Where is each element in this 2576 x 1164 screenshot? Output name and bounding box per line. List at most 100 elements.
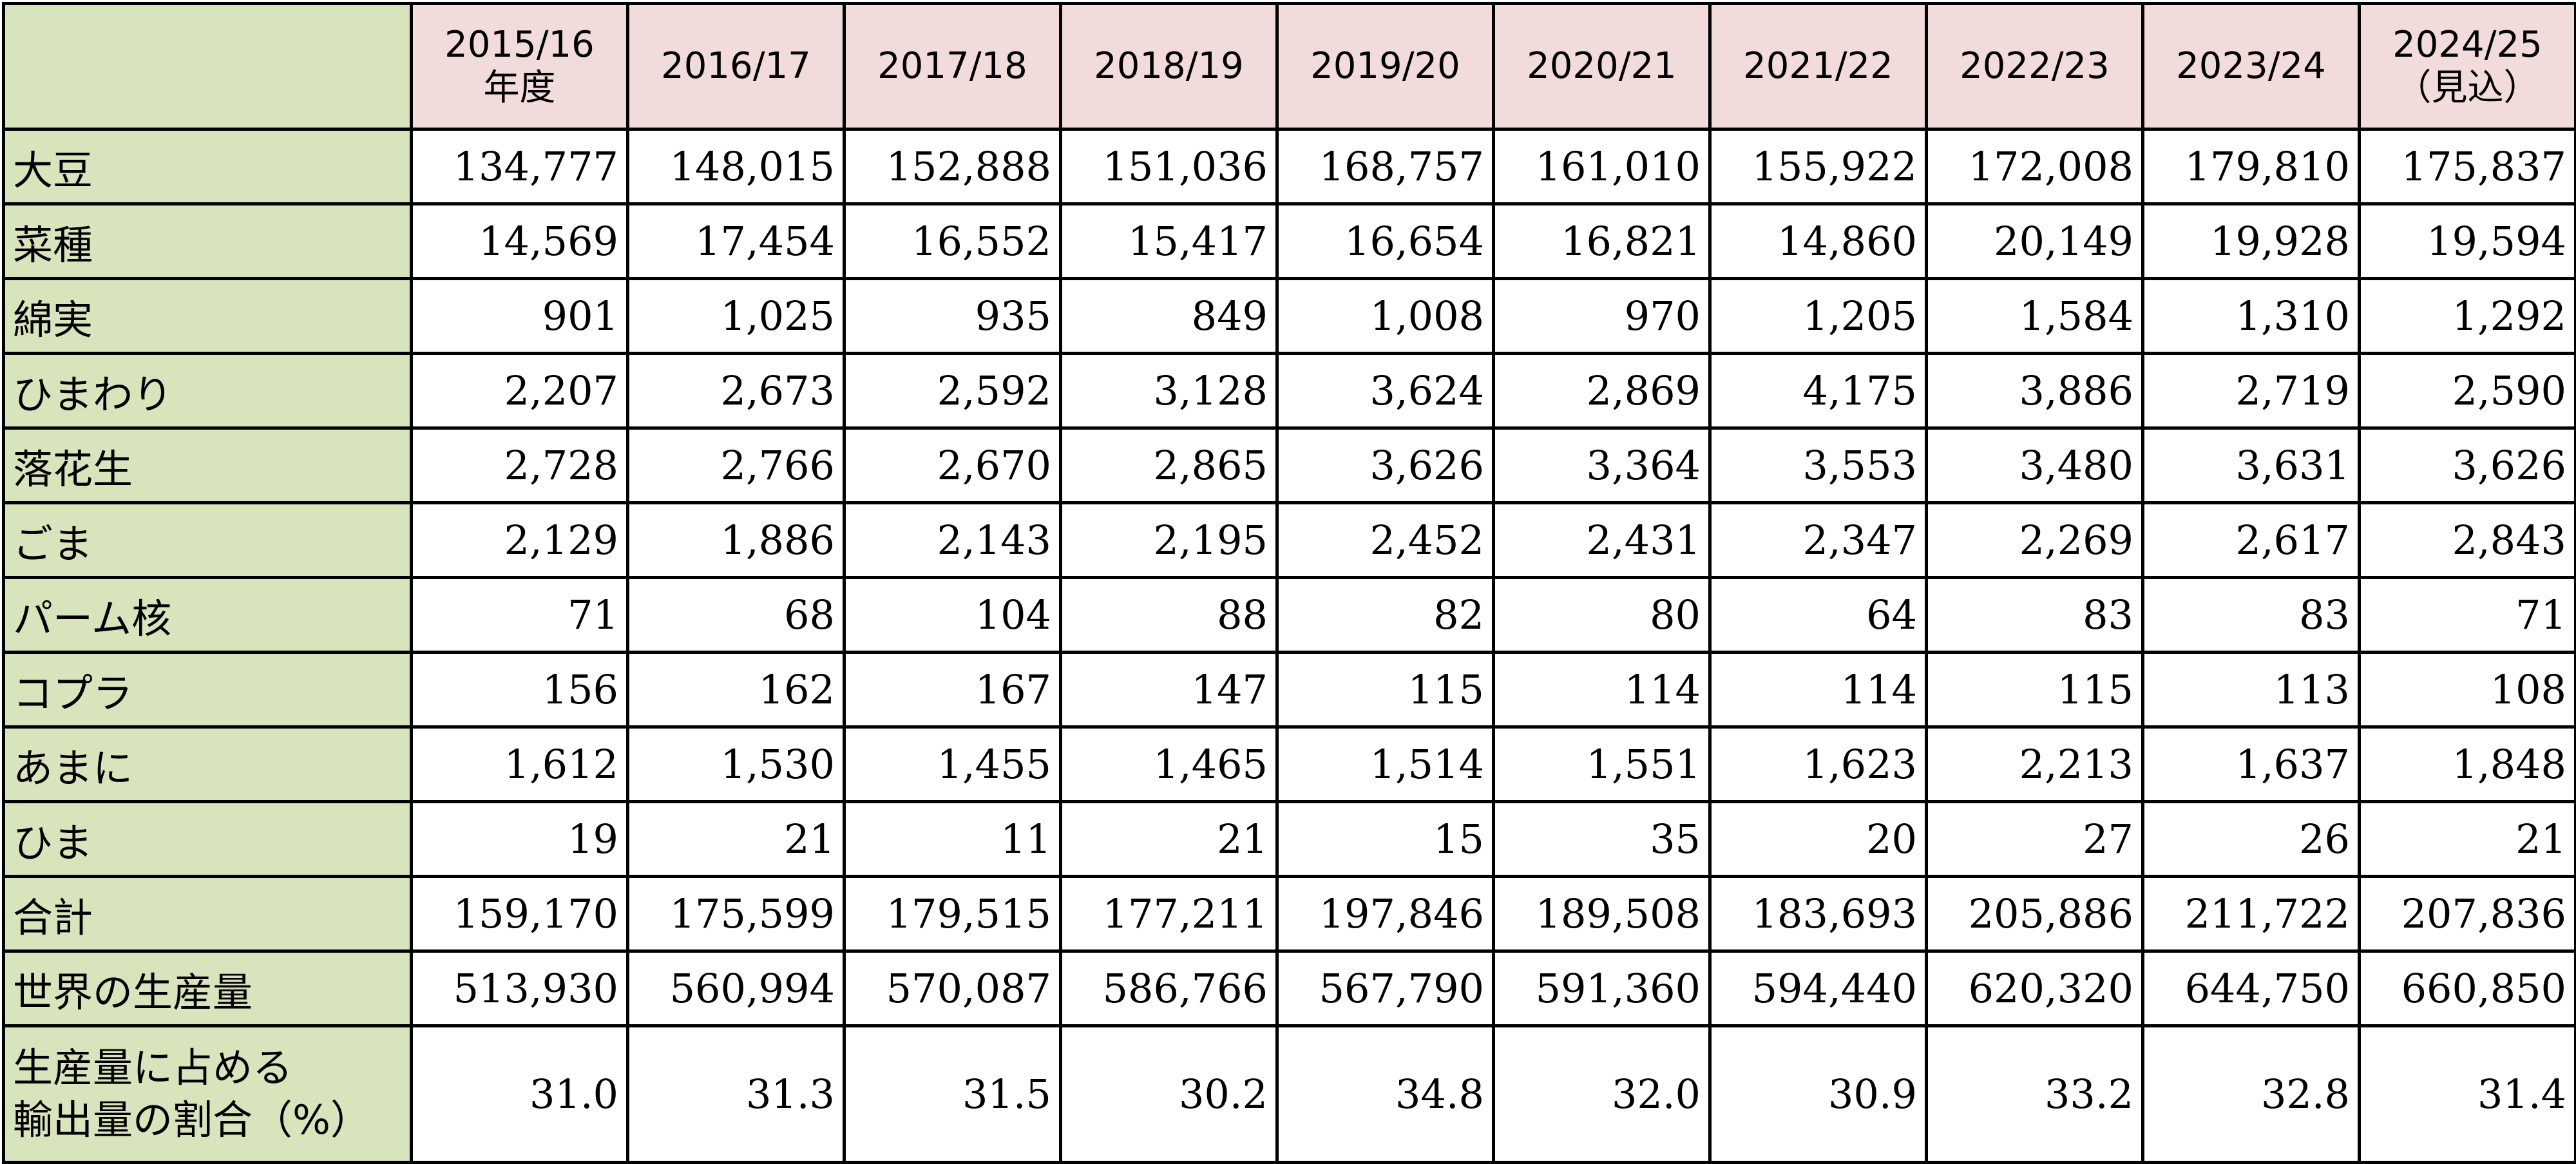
row-label: 菜種 <box>2 202 413 280</box>
row-label: ごま <box>2 501 413 579</box>
data-cell: 162 <box>626 651 846 729</box>
data-cell: 21 <box>1059 800 1279 878</box>
data-cell: 2,592 <box>843 352 1062 430</box>
table-row: コプラ 156 162 167 147 115 114 114 115 113 … <box>2 651 2576 729</box>
data-cell: 1,025 <box>626 277 846 355</box>
data-cell: 3,886 <box>1925 352 2144 430</box>
year-header-line1: 2024/25 <box>2392 23 2543 66</box>
data-cell: 2,195 <box>1059 501 1279 579</box>
data-cell: 155,922 <box>1708 128 1928 205</box>
data-cell: 2,590 <box>2358 352 2576 430</box>
data-cell: 560,994 <box>626 949 846 1027</box>
data-cell: 167 <box>843 651 1062 729</box>
data-cell: 591,360 <box>1492 949 1712 1027</box>
row-label: 合計 <box>2 875 413 953</box>
year-header-line2: （見込） <box>2395 67 2540 109</box>
row-label-line1: 生産量に占める <box>13 1044 293 1091</box>
data-cell: 14,569 <box>410 202 629 280</box>
data-cell: 83 <box>1925 576 2144 654</box>
data-cell: 586,766 <box>1059 949 1279 1027</box>
data-cell: 2,347 <box>1708 501 1928 579</box>
data-cell: 1,637 <box>2141 725 2361 803</box>
data-cell: 172,008 <box>1925 128 2144 205</box>
export-share-row: 生産量に占める 輸出量の割合（%） 31.0 31.3 31.5 30.2 34… <box>2 1024 2576 1164</box>
data-cell: 197,846 <box>1275 875 1495 953</box>
data-cell: 31.3 <box>626 1024 846 1164</box>
data-cell: 21 <box>2358 800 2576 878</box>
data-cell: 14,860 <box>1708 202 1928 280</box>
data-cell: 3,364 <box>1492 426 1712 504</box>
row-label: 世界の生産量 <box>2 949 413 1027</box>
total-row: 合計 159,170 175,599 179,515 177,211 197,8… <box>2 875 2576 953</box>
data-cell: 1,612 <box>410 725 629 803</box>
data-cell: 15 <box>1275 800 1495 878</box>
table-row: 菜種 14,569 17,454 16,552 15,417 16,654 16… <box>2 202 2576 280</box>
data-cell: 3,128 <box>1059 352 1279 430</box>
data-cell: 2,766 <box>626 426 846 504</box>
data-cell: 19,594 <box>2358 202 2576 280</box>
data-cell: 19 <box>410 800 629 878</box>
year-header: 2023/24 <box>2141 2 2361 131</box>
data-cell: 30.9 <box>1708 1024 1928 1164</box>
data-cell: 183,693 <box>1708 875 1928 953</box>
data-cell: 901 <box>410 277 629 355</box>
data-cell: 1,008 <box>1275 277 1495 355</box>
data-cell: 970 <box>1492 277 1712 355</box>
table-row: ひま 19 21 11 21 15 35 20 27 26 21 <box>2 800 2576 878</box>
data-cell: 114 <box>1492 651 1712 729</box>
data-cell: 151,036 <box>1059 128 1279 205</box>
table-row: 綿実 901 1,025 935 849 1,008 970 1,205 1,5… <box>2 277 2576 355</box>
table-row: ごま 2,129 1,886 2,143 2,195 2,452 2,431 2… <box>2 501 2576 579</box>
year-header: 2015/16 年度 <box>410 2 629 131</box>
data-cell: 88 <box>1059 576 1279 654</box>
table-row: 大豆 134,777 148,015 152,888 151,036 168,7… <box>2 128 2576 205</box>
year-header-line2: 年度 <box>483 67 556 109</box>
data-cell: 2,670 <box>843 426 1062 504</box>
data-cell: 1,551 <box>1492 725 1712 803</box>
data-cell: 134,777 <box>410 128 629 205</box>
data-cell: 68 <box>626 576 846 654</box>
header-row: 2015/16 年度 2016/17 2017/18 2018/19 2019/… <box>2 2 2576 131</box>
data-cell: 15,417 <box>1059 202 1279 280</box>
data-cell: 168,757 <box>1275 128 1495 205</box>
data-cell: 2,431 <box>1492 501 1712 579</box>
year-header: 2022/23 <box>1925 2 2144 131</box>
data-cell: 594,440 <box>1708 949 1928 1027</box>
data-cell: 17,454 <box>626 202 846 280</box>
year-header: 2019/20 <box>1275 2 1495 131</box>
data-cell: 2,673 <box>626 352 846 430</box>
data-cell: 660,850 <box>2358 949 2576 1027</box>
data-cell: 147 <box>1059 651 1279 729</box>
data-cell: 513,930 <box>410 949 629 1027</box>
row-label: 大豆 <box>2 128 413 205</box>
data-cell: 177,211 <box>1059 875 1279 953</box>
data-cell: 71 <box>410 576 629 654</box>
data-cell: 3,626 <box>1275 426 1495 504</box>
data-cell: 207,836 <box>2358 875 2576 953</box>
data-cell: 113 <box>2141 651 2361 729</box>
data-cell: 115 <box>1925 651 2144 729</box>
data-cell: 16,552 <box>843 202 1062 280</box>
row-label: ひまわり <box>2 352 413 430</box>
data-cell: 1,584 <box>1925 277 2144 355</box>
data-cell: 3,631 <box>2141 426 2361 504</box>
data-cell: 152,888 <box>843 128 1062 205</box>
data-cell: 211,722 <box>2141 875 2361 953</box>
data-cell: 3,624 <box>1275 352 1495 430</box>
data-cell: 1,292 <box>2358 277 2576 355</box>
data-cell: 1,886 <box>626 501 846 579</box>
data-cell: 31.5 <box>843 1024 1062 1164</box>
data-cell: 32.0 <box>1492 1024 1712 1164</box>
data-cell: 33.2 <box>1925 1024 2144 1164</box>
data-cell: 935 <box>843 277 1062 355</box>
data-cell: 189,508 <box>1492 875 1712 953</box>
row-label: 綿実 <box>2 277 413 355</box>
data-cell: 20,149 <box>1925 202 2144 280</box>
year-header: 2017/18 <box>843 2 1062 131</box>
row-label: コプラ <box>2 651 413 729</box>
data-cell: 205,886 <box>1925 875 2144 953</box>
data-cell: 849 <box>1059 277 1279 355</box>
year-header: 2016/17 <box>626 2 846 131</box>
data-cell: 16,821 <box>1492 202 1712 280</box>
